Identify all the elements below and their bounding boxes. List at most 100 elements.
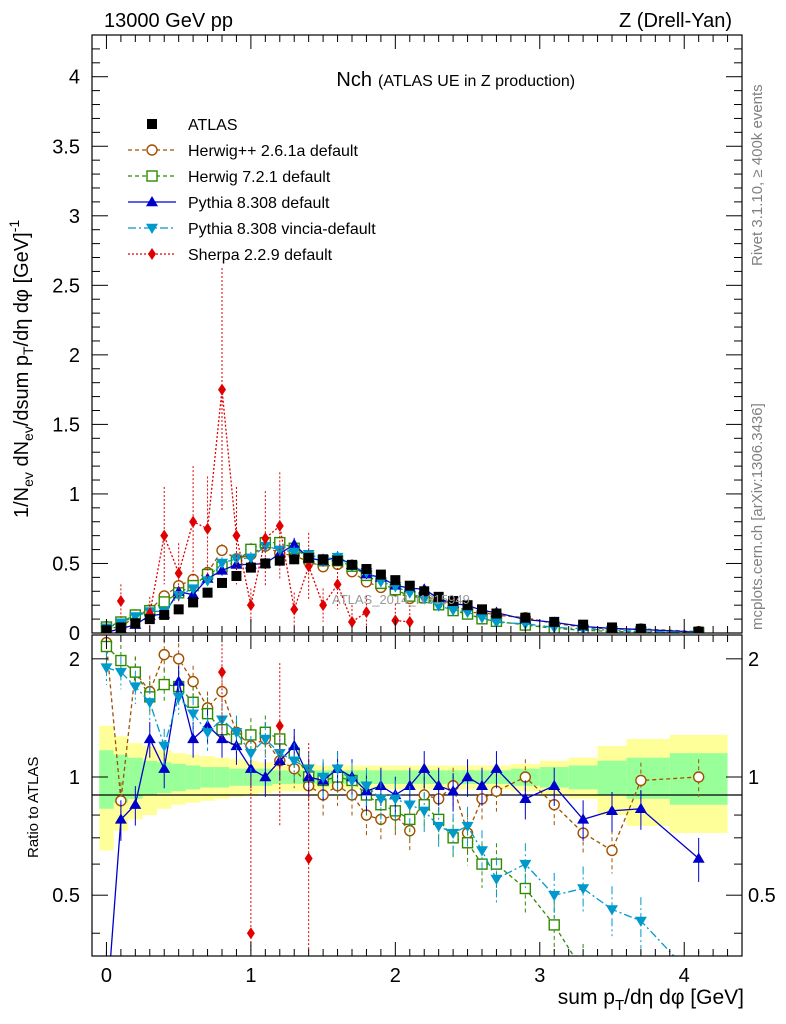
legend-marker [146,223,158,234]
atlas-data-point [217,577,227,588]
y-tick-label-main: 2 [69,345,80,367]
ratio-series-point [634,802,647,813]
y-tick-label-ratio-left: 0.5 [52,885,80,907]
band-inner-bin [142,760,157,795]
atlas-data-point [448,596,459,607]
main-series-group [100,267,705,633]
ratio-series-point [403,800,416,811]
ratio-series-point [432,779,445,790]
main-series-point [216,558,228,569]
atlas-data-point [274,555,285,566]
ratio-series-point [259,771,272,782]
ratio-series-point [606,844,618,857]
rivet-version-label: Rivet 3.1.10, ≥ 400k events [749,84,766,266]
legend-label: Herwig++ 2.6.1a default [188,143,358,160]
atlas-data-point [347,559,357,570]
ratio-series-point [346,776,358,787]
atlas-data-point [549,616,560,627]
ratio-series-point [634,916,647,927]
main-series-point [418,594,431,605]
main-series-point [218,383,226,396]
main-series-point [189,515,198,528]
band-inner-bin [597,760,627,795]
main-series-point [246,599,255,612]
atlas-data-point [404,580,415,591]
ratio-series-point [548,779,561,790]
ratio-series-point [302,764,315,775]
main-series-point [216,544,228,557]
ratio-series-point [304,852,313,865]
legend: ATLAS Herwig++ 2.6.1a default Herwig 7.2.1… [128,117,376,264]
x-tick-label: 4 [679,965,690,987]
ratio-series-point [490,874,503,885]
main-series-point [288,538,301,549]
ratio-series-point [201,728,214,739]
ratio-series-point [548,890,561,902]
ratio-series-point [461,821,474,833]
legend-marker [148,248,156,260]
y-tick-label-main: 1 [69,484,80,506]
atlas-data-point [433,591,444,602]
ratio-series-point [432,821,445,833]
ratio-frame [91,634,743,957]
main-series-point [374,577,387,588]
legend-label: Sherpa 2.2.9 default [188,247,333,264]
atlas-data-point [462,600,473,611]
ratio-series-point [114,813,127,824]
ratio-series-point [476,846,488,857]
band-inner-bin [214,767,230,788]
y-tick-label-ratio-left: 1 [69,767,80,789]
ratio-series-line [110,681,700,956]
atlas-data-point [245,562,256,573]
ratio-series-point [244,748,257,760]
y-tick-label-main: 3 [69,206,80,228]
ratio-series-point [114,667,127,679]
legend-marker [146,170,158,182]
energy-label: 13000 GeV pp [104,10,233,32]
y-tick-label-ratio-left: 2 [69,649,80,671]
ratio-series-point [519,859,532,871]
main-series-point [461,607,474,619]
ratio-series-point [172,675,185,686]
ratio-series-point [374,794,387,805]
ratio-series-line [105,642,699,852]
ratio-series-point [259,734,272,745]
ratio-series-point [158,648,170,661]
main-series-point [447,605,460,616]
ratio-series-point [389,794,402,805]
main-series-point [362,606,371,619]
ratio-series-point [331,764,344,775]
main-series-point [232,529,241,542]
ratio-series-point [100,663,113,674]
main-series-point [116,595,125,608]
ratio-series-point [172,653,185,665]
band-inner-bin [626,757,670,799]
ratio-series-point [577,813,590,824]
ratio-series-point [230,739,243,751]
x-axis-label: sum pT/dη dφ [GeV] [558,986,744,1014]
legend-label: Pythia 8.308 default [188,195,330,212]
legend-label: Herwig 7.2.1 default [188,169,331,186]
atlas-data-point [520,612,531,623]
ratio-series-point [519,792,532,804]
ratio-series-point [216,685,228,698]
ratio-series-line [106,666,675,956]
main-series-point [476,613,488,624]
ratio-series-point [578,966,588,976]
atlas-data-point [303,552,314,563]
process-label: Z (Drell-Yan) [619,10,732,32]
ratio-series-point [317,772,330,784]
ratio-series-point [403,779,416,790]
x-tick-label: 1 [245,965,256,987]
main-series-point [203,522,212,535]
ratio-series-point [548,919,560,931]
ratio-series-point [129,682,142,693]
atlas-data-point [188,597,199,608]
atlas-data-point [159,609,170,620]
ratio-series-point [275,719,284,732]
x-tick-label: 2 [390,965,401,987]
ratio-series-point [447,828,460,840]
ratio-series-point [606,804,618,816]
ratio-series-line [105,646,575,956]
